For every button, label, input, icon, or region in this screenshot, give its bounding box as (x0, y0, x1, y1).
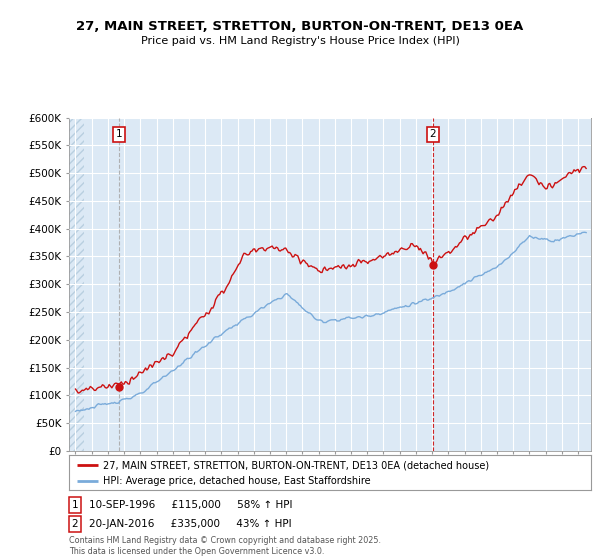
Text: HPI: Average price, detached house, East Staffordshire: HPI: Average price, detached house, East… (103, 477, 371, 486)
Text: 10-SEP-1996     £115,000     58% ↑ HPI: 10-SEP-1996 £115,000 58% ↑ HPI (89, 500, 292, 510)
Text: 20-JAN-2016     £335,000     43% ↑ HPI: 20-JAN-2016 £335,000 43% ↑ HPI (89, 519, 292, 529)
Text: Contains HM Land Registry data © Crown copyright and database right 2025.
This d: Contains HM Land Registry data © Crown c… (69, 536, 381, 556)
Text: 1: 1 (71, 500, 79, 510)
Text: 1: 1 (116, 129, 122, 139)
Text: 2: 2 (71, 519, 79, 529)
Text: 27, MAIN STREET, STRETTON, BURTON-ON-TRENT, DE13 0EA (detached house): 27, MAIN STREET, STRETTON, BURTON-ON-TRE… (103, 460, 489, 470)
Text: Price paid vs. HM Land Registry's House Price Index (HPI): Price paid vs. HM Land Registry's House … (140, 36, 460, 46)
Text: 27, MAIN STREET, STRETTON, BURTON-ON-TRENT, DE13 0EA: 27, MAIN STREET, STRETTON, BURTON-ON-TRE… (76, 20, 524, 32)
Text: 2: 2 (430, 129, 436, 139)
